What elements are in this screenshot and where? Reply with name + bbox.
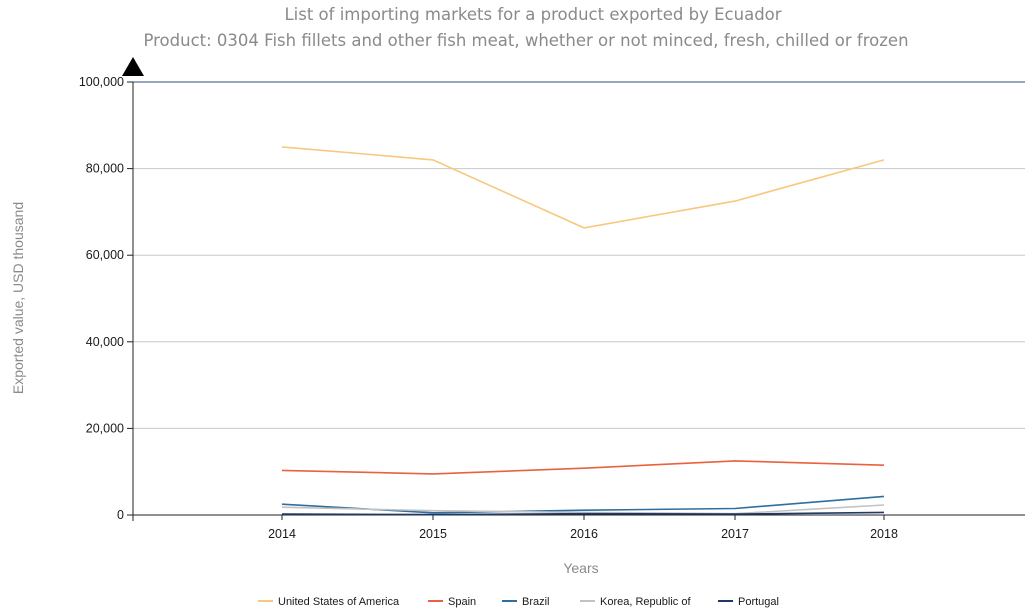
series-line: [281, 460, 885, 475]
legend-label: Portugal: [738, 596, 779, 608]
series-line: [281, 504, 885, 515]
legend-label: Brazil: [522, 596, 550, 608]
y-tick-label: 40,000: [86, 335, 124, 349]
x-tick-label: 2014: [268, 527, 296, 541]
chart-title: List of importing markets for a product …: [284, 5, 781, 24]
x-axis-title: Years: [563, 560, 598, 576]
x-tick-label: 2018: [870, 527, 898, 541]
legend-label: Spain: [448, 596, 476, 608]
chart-subtitle: Product: 0304 Fish fillets and other fis…: [143, 31, 908, 50]
axes: [122, 57, 1025, 521]
y-tick-label: 20,000: [86, 421, 124, 435]
y-tick-label: 0: [117, 508, 124, 522]
y-tick-label: 80,000: [86, 162, 124, 176]
legend-label: Korea, Republic of: [600, 596, 691, 608]
x-tick-label: 2017: [721, 527, 749, 541]
y-tick-label: 100,000: [79, 75, 124, 89]
x-tick-label: 2016: [570, 527, 598, 541]
y-tick-label: 60,000: [86, 248, 124, 262]
y-axis-arrow-icon: [122, 57, 144, 76]
x-tick-label: 2015: [419, 527, 447, 541]
legend-label: United States of America: [278, 596, 400, 608]
series-line: [281, 511, 885, 516]
legend: United States of America Spain Brazil Korea…: [258, 596, 779, 608]
y-axis-title: Exported value, USD thousand: [10, 202, 26, 394]
gridlines: [133, 81, 1025, 429]
series-line: [281, 146, 885, 229]
